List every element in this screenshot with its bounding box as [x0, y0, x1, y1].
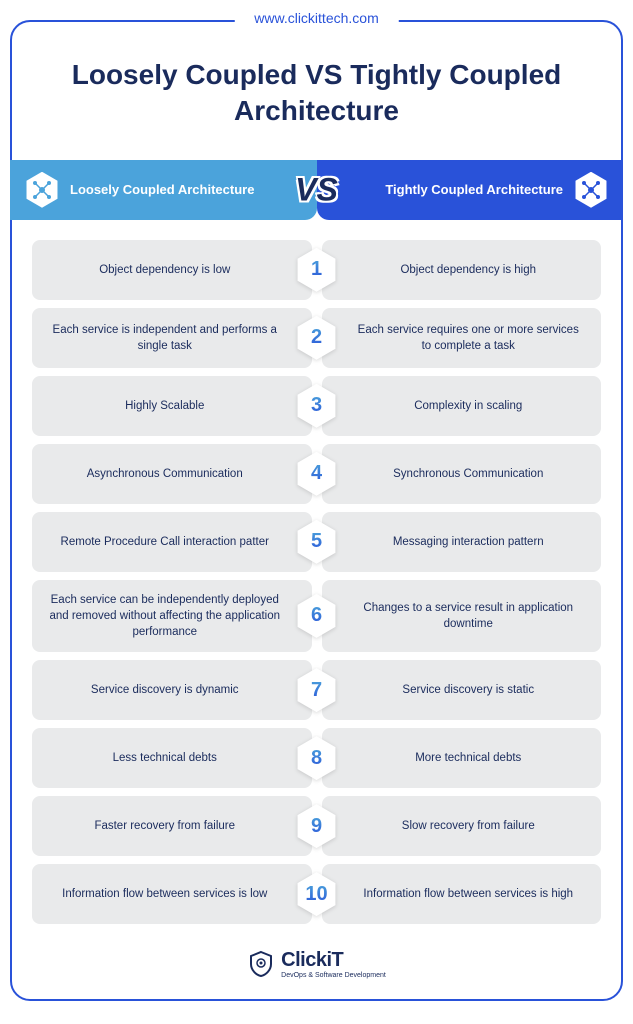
left-cell: Service discovery is dynamic	[32, 660, 312, 720]
infographic-frame: www.clickittech.com Loosely Coupled VS T…	[10, 20, 623, 1001]
comparison-row: Asynchronous Communication Synchronous C…	[32, 444, 601, 504]
comparison-row: Object dependency is low Object dependen…	[32, 240, 601, 300]
comparison-row: Each service is independent and performs…	[32, 308, 601, 368]
row-number: 1	[311, 258, 322, 281]
network-icon	[573, 172, 609, 208]
comparison-row: Faster recovery from failure Slow recove…	[32, 796, 601, 856]
row-number: 9	[311, 815, 322, 838]
right-cell: Slow recovery from failure	[322, 796, 602, 856]
right-cell: Synchronous Communication	[322, 444, 602, 504]
row-number: 7	[311, 679, 322, 702]
row-number: 6	[311, 604, 322, 627]
right-cell: Changes to a service result in applicati…	[322, 580, 602, 652]
comparison-row: Less technical debts More technical debt…	[32, 728, 601, 788]
left-cell: Faster recovery from failure	[32, 796, 312, 856]
row-number: 4	[311, 462, 322, 485]
footer-logo: ClickiT DevOps & Software Development	[247, 949, 386, 979]
right-cell: More technical debts	[322, 728, 602, 788]
left-cell: Asynchronous Communication	[32, 444, 312, 504]
comparison-row: Highly Scalable Complexity in scaling 3	[32, 376, 601, 436]
main-title: Loosely Coupled VS Tightly Coupled Archi…	[32, 57, 601, 130]
comparison-row: Information flow between services is low…	[32, 864, 601, 924]
left-cell: Information flow between services is low	[32, 864, 312, 924]
number-hexagon: 7	[295, 668, 339, 712]
left-cell: Highly Scalable	[32, 376, 312, 436]
left-cell: Each service is independent and performs…	[32, 308, 312, 368]
comparison-header: Loosely Coupled Architecture Tightly Cou…	[10, 160, 623, 220]
left-cell: Object dependency is low	[32, 240, 312, 300]
left-header-label: Loosely Coupled Architecture	[70, 182, 254, 197]
number-hexagon: 2	[295, 316, 339, 360]
row-number: 2	[311, 326, 322, 349]
left-cell: Less technical debts	[32, 728, 312, 788]
footer-tagline: DevOps & Software Development	[281, 972, 386, 979]
right-header: Tightly Coupled Architecture	[317, 160, 624, 220]
row-number: 8	[311, 747, 322, 770]
vs-badge: VS	[295, 171, 338, 208]
number-hexagon: 6	[295, 594, 339, 638]
right-cell: Complexity in scaling	[322, 376, 602, 436]
footer: ClickiT DevOps & Software Development	[32, 949, 601, 979]
number-hexagon: 10	[295, 872, 339, 916]
right-cell: Each service requires one or more servic…	[322, 308, 602, 368]
number-hexagon: 3	[295, 384, 339, 428]
comparison-row: Remote Procedure Call interaction patter…	[32, 512, 601, 572]
comparison-row: Service discovery is dynamic Service dis…	[32, 660, 601, 720]
url-badge: www.clickittech.com	[234, 10, 398, 26]
left-cell: Remote Procedure Call interaction patter	[32, 512, 312, 572]
number-hexagon: 4	[295, 452, 339, 496]
right-cell: Messaging interaction pattern	[322, 512, 602, 572]
number-hexagon: 1	[295, 248, 339, 292]
row-number: 5	[311, 530, 322, 553]
right-cell: Object dependency is high	[322, 240, 602, 300]
left-header: Loosely Coupled Architecture	[10, 160, 317, 220]
network-icon	[24, 172, 60, 208]
row-number: 3	[311, 394, 322, 417]
right-cell: Information flow between services is hig…	[322, 864, 602, 924]
number-hexagon: 8	[295, 736, 339, 780]
shield-icon	[247, 950, 275, 978]
number-hexagon: 5	[295, 520, 339, 564]
number-hexagon: 9	[295, 804, 339, 848]
row-number: 10	[305, 883, 327, 906]
footer-brand: ClickiT	[281, 949, 386, 972]
right-cell: Service discovery is static	[322, 660, 602, 720]
right-header-label: Tightly Coupled Architecture	[385, 182, 563, 197]
comparison-row: Each service can be independently deploy…	[32, 580, 601, 652]
comparison-rows: Object dependency is low Object dependen…	[32, 240, 601, 924]
left-cell: Each service can be independently deploy…	[32, 580, 312, 652]
